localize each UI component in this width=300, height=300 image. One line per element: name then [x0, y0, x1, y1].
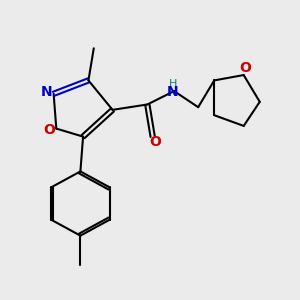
Text: N: N — [167, 85, 178, 99]
Text: O: O — [43, 123, 55, 137]
Text: O: O — [239, 61, 251, 75]
Text: O: O — [149, 135, 161, 149]
Text: H: H — [169, 79, 177, 88]
Text: N: N — [40, 85, 52, 99]
